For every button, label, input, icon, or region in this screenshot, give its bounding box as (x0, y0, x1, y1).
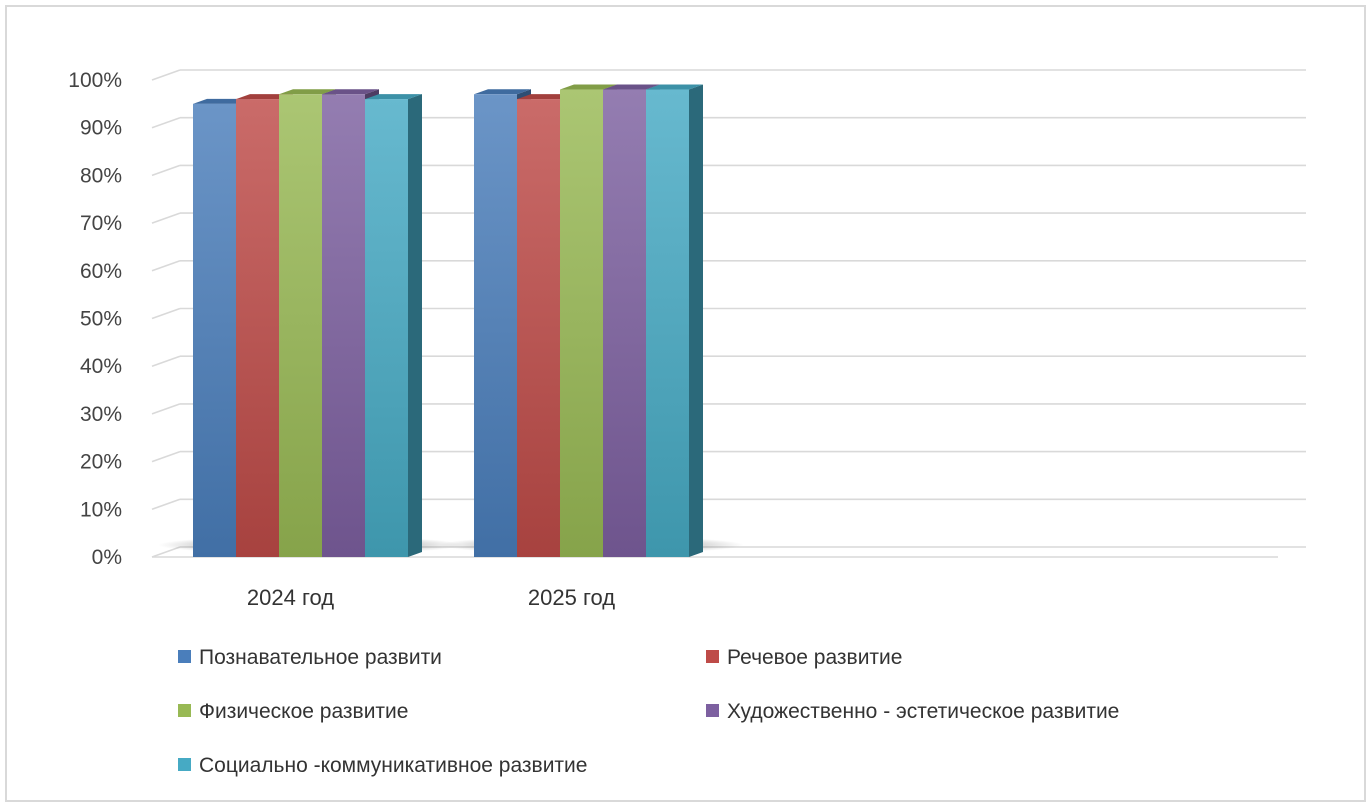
y-tick-label: 90% (80, 117, 122, 140)
bar-front (279, 94, 322, 557)
y-tick-label: 100% (68, 69, 122, 92)
gridline-depth (151, 69, 181, 81)
bar-top (279, 89, 336, 95)
bar-front (560, 89, 603, 557)
legend-swatch (706, 650, 719, 663)
legend-label: Речевое развитие (727, 646, 902, 669)
bar-top (193, 98, 250, 104)
bar-top (365, 94, 422, 100)
legend-item: Физическое развитие (178, 700, 408, 723)
legend-item: Речевое развитие (706, 646, 902, 669)
bar-top (474, 89, 531, 95)
bar-front (322, 94, 365, 557)
y-tick-label: 30% (80, 403, 122, 426)
legend-label: Познавательное развити (199, 646, 442, 669)
y-axis-ticks: 0% 10% 20% 30% 40% 50% 60% 70% 80% 90% 100% (68, 69, 122, 569)
bar-side (689, 84, 703, 557)
bar-top (646, 84, 703, 90)
y-tick-label: 70% (80, 212, 122, 235)
legend-swatch (706, 704, 719, 717)
bar (646, 84, 703, 557)
y-tick-label: 20% (80, 451, 122, 474)
gridline-depth (151, 260, 181, 272)
gridline-depth (151, 212, 181, 224)
legend-label: Физическое развитие (199, 700, 408, 723)
legend-label: Социально -коммуникативное развитие (199, 754, 587, 777)
y-tick-label: 50% (80, 308, 122, 331)
legend: Познавательное развити Речевое развитие Фи… (178, 646, 1119, 777)
legend-item: Познавательное развити (178, 646, 442, 669)
legend-item: Социально -коммуникативное развитие (178, 754, 587, 777)
legend-swatch (178, 650, 191, 663)
bar (365, 94, 422, 557)
bar-front (517, 99, 560, 557)
bars (193, 84, 703, 557)
gridline-depth (151, 116, 181, 129)
x-category-label: 2025 год (528, 585, 615, 610)
bar-top (322, 89, 379, 95)
y-tick-label: 40% (80, 355, 122, 378)
bar-front (603, 89, 646, 557)
bar-front (646, 89, 689, 557)
gridline-depth (151, 450, 181, 463)
bar-front (365, 99, 408, 557)
gridline-depth (151, 164, 181, 177)
bar-top (517, 94, 574, 100)
bar-top (560, 84, 617, 90)
bar-front (236, 99, 279, 557)
gridline-depth (151, 355, 181, 367)
legend-item: Художественно - эстетическое развитие (706, 700, 1119, 723)
y-tick-label: 10% (80, 498, 122, 521)
gridline-depth (151, 498, 181, 511)
legend-swatch (178, 758, 191, 771)
bar-top (603, 84, 660, 90)
bar-top (236, 94, 293, 100)
x-category-label: 2024 год (247, 585, 334, 610)
y-tick-label: 80% (80, 164, 122, 187)
gridline-depth (151, 403, 181, 415)
gridline-depth (151, 307, 181, 320)
bar-front (193, 103, 236, 557)
y-tick-label: 0% (92, 546, 122, 569)
x-axis-categories: 2024 год 2025 год (247, 585, 615, 610)
bar-side (408, 94, 422, 557)
bar-front (474, 94, 517, 557)
legend-swatch (178, 704, 191, 717)
y-tick-label: 60% (80, 260, 122, 283)
legend-label: Художественно - эстетическое развитие (727, 700, 1119, 723)
